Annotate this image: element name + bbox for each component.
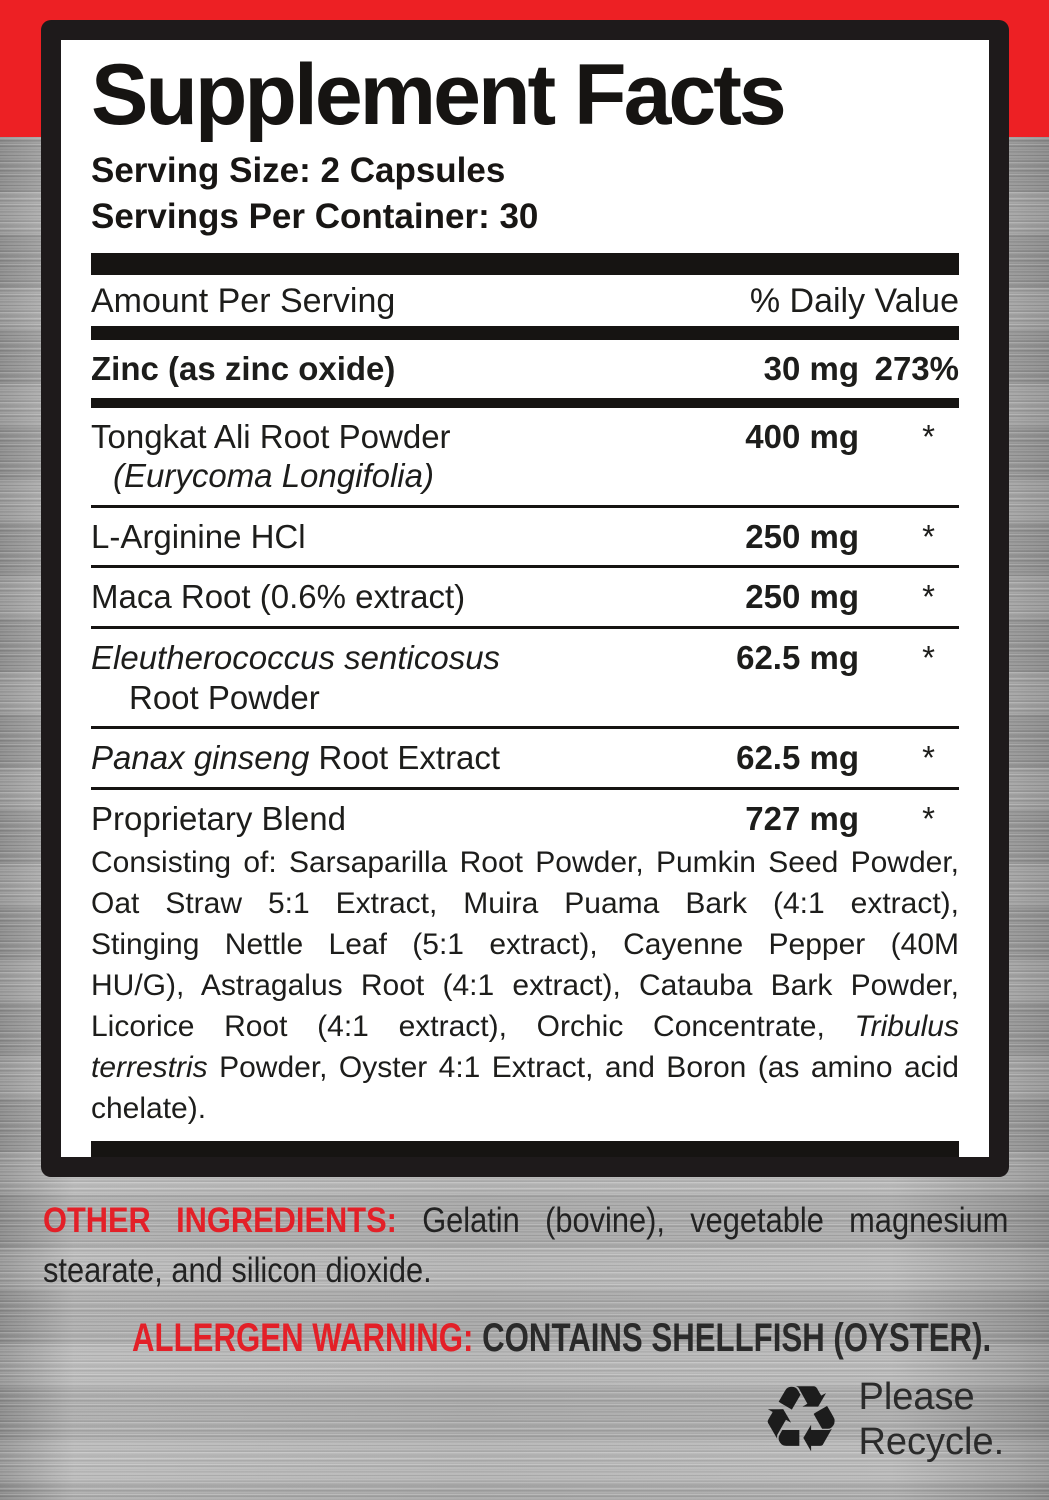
panel-title: Supplement Facts bbox=[91, 47, 787, 143]
divider-medium bbox=[91, 397, 959, 408]
table-row-eleutherococcus: Eleutherococcus senticosus Root Powder 62… bbox=[91, 625, 959, 726]
divider-thick bbox=[91, 253, 959, 275]
other-ingredients-text: Gelatin (bovine), vegetable magnesium st… bbox=[43, 1201, 1009, 1290]
recycle-icon: ♻ bbox=[760, 1366, 843, 1473]
table-row-tongkat-ali: Tongkat Ali Root Powder (Eurycoma Longifo… bbox=[91, 417, 935, 495]
allergen-warning-label: ALLERGEN WARNING: bbox=[132, 1316, 474, 1360]
other-ingredients: OTHER INGREDIENTS: Gelatin (bovine), veg… bbox=[43, 1196, 1008, 1296]
allergen-warning-text: CONTAINS SHELLFISH (OYSTER). bbox=[473, 1316, 992, 1360]
supplement-facts-panel: Supplement Facts Serving Size: 2 Capsule… bbox=[41, 20, 1009, 1177]
daily-value-footnote: * % Daily Value not established bbox=[91, 1175, 959, 1177]
table-row-panax-ginseng: Panax ginseng Root Extract 62.5 mg * bbox=[91, 726, 959, 787]
other-ingredients-label: OTHER INGREDIENTS: bbox=[43, 1201, 397, 1240]
recycle-text: Please Recycle. bbox=[858, 1376, 1005, 1463]
divider-thick bbox=[91, 1141, 959, 1157]
amount-per-serving-header: Amount Per Serving bbox=[91, 282, 396, 320]
table-row-l-arginine: L-Arginine HCl 250 mg * bbox=[91, 504, 959, 566]
table-row-proprietary-blend: Proprietary Blend 727 mg * bbox=[91, 786, 959, 841]
table-row-zinc: Zinc (as zinc oxide) 30 mg 273% bbox=[91, 350, 959, 387]
allergen-warning: ALLERGEN WARNING: CONTAINS SHELLFISH (OY… bbox=[132, 1316, 991, 1361]
daily-value-header: % Daily Value bbox=[749, 282, 959, 320]
recycle-note: ♻ Please Recycle. bbox=[760, 1374, 1004, 1466]
table-row-maca-root: Maca Root (0.6% extract) 250 mg * bbox=[91, 565, 959, 626]
proprietary-blend-description: Consisting of: Sarsaparilla Root Powder,… bbox=[91, 846, 959, 1126]
table-header-row: Amount Per Serving % Daily Value bbox=[91, 275, 959, 326]
servings-per-container: Servings Per Container: 30 bbox=[91, 196, 539, 236]
serving-size: Serving Size: 2 Capsules bbox=[91, 151, 506, 190]
divider-medium bbox=[91, 326, 959, 340]
